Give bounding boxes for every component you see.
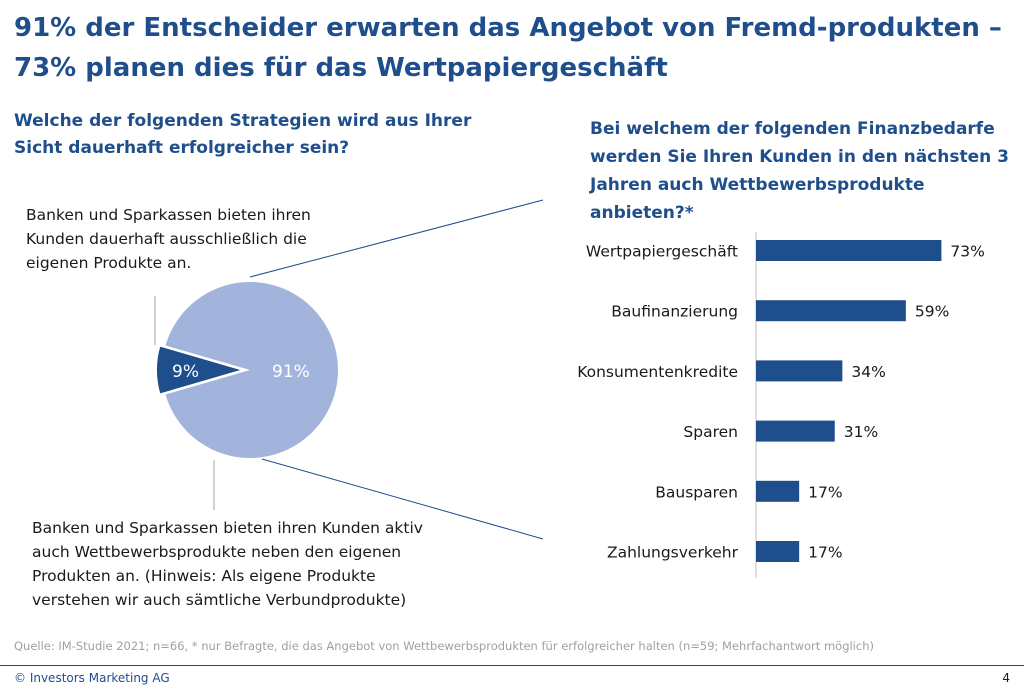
page-number: 4	[1002, 671, 1010, 685]
bar-3	[756, 420, 835, 442]
bar-0	[756, 240, 942, 261]
bar-1	[756, 300, 906, 322]
pie-label-competitor-products: Banken und Sparkassen bieten ihren Kunde…	[32, 519, 423, 609]
bar-4	[756, 480, 800, 502]
bar-value-label: 73%	[950, 243, 984, 261]
bar-category-label: Sparen	[683, 423, 738, 441]
source-note: Quelle: IM-Studie 2021; n=66, * nur Befr…	[14, 639, 874, 653]
bar-5	[756, 541, 800, 562]
bar-2	[756, 360, 843, 382]
chart-canvas: 9% 91% Wertpapiergeschäft 73% Baufinanzieru…	[154, 199, 985, 578]
pie-value-label-small: 9%	[172, 362, 199, 382]
bar-value-label: 17%	[808, 483, 842, 501]
footer-divider	[0, 665, 1024, 666]
pie-label-exclusive-products: Banken und Sparkassen bieten ihren Kunde…	[26, 206, 311, 272]
bar-value-label: 31%	[844, 423, 878, 441]
pie-chart: 9% 91%	[155, 282, 338, 459]
connector-line-bottom	[261, 458, 544, 540]
bar-value-label: 17%	[808, 544, 842, 562]
copyright: © Investors Marketing AG	[14, 671, 170, 685]
pie-value-label-large: 91%	[272, 362, 310, 382]
connector-line-top	[249, 199, 544, 278]
bar-category-label: Bausparen	[655, 483, 738, 501]
bar-category-label: Wertpapiergeschäft	[586, 243, 738, 261]
bar-value-label: 34%	[851, 363, 885, 381]
bar-question: Bei welchem der folgenden Finanzbedarfe …	[590, 119, 1009, 223]
bar-chart: Wertpapiergeschäft 73% Baufinanzierung 59% K…	[577, 240, 985, 562]
pie-slice-large	[165, 282, 338, 459]
pie-question: Welche der folgenden Strategien wird aus…	[14, 111, 472, 158]
slide-title: 91% der Entscheider erwarten das Angebot…	[14, 13, 1002, 83]
pie-slice-small	[155, 344, 248, 396]
bar-value-label: 59%	[915, 303, 949, 321]
bar-category-label: Baufinanzierung	[611, 303, 738, 321]
bar-category-label: Konsumentenkredite	[577, 363, 738, 381]
bar-category-label: Zahlungsverkehr	[607, 544, 739, 562]
